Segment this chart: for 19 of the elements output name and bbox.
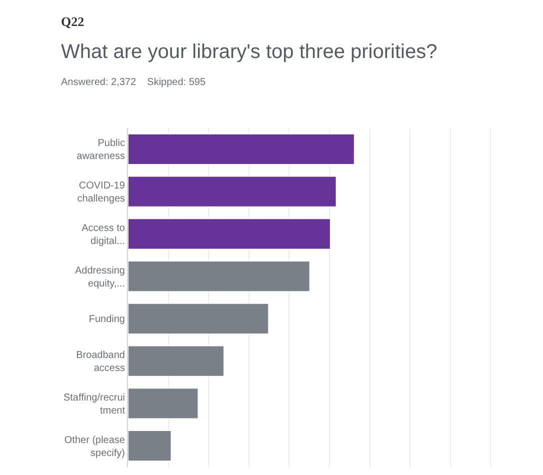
bar: [128, 133, 355, 165]
bar: [128, 260, 310, 292]
bar: [128, 302, 270, 334]
bar: [128, 430, 172, 462]
y-tick-label: Funding: [88, 314, 125, 326]
chart-subtitle: Answered: 2,372 Skipped: 595: [61, 77, 206, 88]
y-tick-label: Public awareness: [76, 138, 125, 162]
y-tick-label: Broadband access: [76, 350, 125, 374]
y-tick-label: Other (please specify): [64, 434, 126, 459]
bar: [128, 388, 199, 420]
bar: [128, 345, 224, 377]
bar: [128, 218, 331, 250]
y-tick-label: Staffing/recrui tment: [63, 392, 126, 416]
y-tick-label: COVID-19 challenges: [77, 180, 126, 205]
y-tick-label: Access to digital...: [82, 222, 126, 247]
chart-title: What are your library's top three priorities?: [61, 41, 438, 63]
y-tick-label: Addressing equity,...: [74, 265, 125, 290]
bar: [128, 176, 337, 208]
text: Q22: [61, 14, 84, 29]
